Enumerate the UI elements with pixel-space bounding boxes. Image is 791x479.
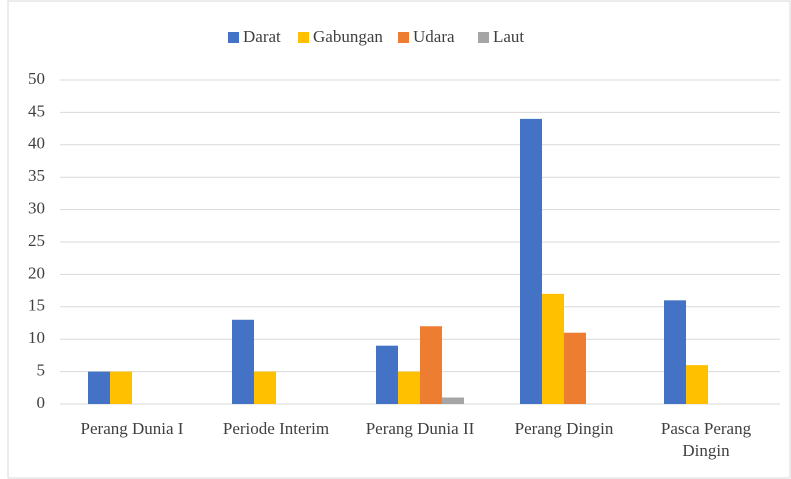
bar bbox=[442, 397, 464, 404]
legend-label: Darat bbox=[243, 27, 281, 46]
bar bbox=[398, 371, 420, 404]
y-tick-label: 35 bbox=[28, 166, 45, 185]
legend-label: Gabungan bbox=[313, 27, 383, 46]
bar bbox=[520, 118, 542, 404]
bar bbox=[88, 371, 110, 404]
legend-swatch bbox=[398, 32, 409, 43]
x-tick-label: Perang Dunia II bbox=[365, 419, 475, 438]
x-tick-label: Periode Interim bbox=[222, 419, 330, 438]
legend-swatch bbox=[478, 32, 489, 43]
x-tick-label: Perang Dunia I bbox=[80, 419, 184, 438]
bar bbox=[664, 300, 686, 404]
bar bbox=[110, 371, 132, 404]
chart-frame bbox=[7, 0, 791, 479]
x-tick-label: Pasca Perang Dingin bbox=[660, 419, 752, 460]
bar bbox=[686, 365, 708, 404]
y-tick-label: 40 bbox=[28, 134, 45, 153]
legend-label: Laut bbox=[493, 27, 524, 46]
y-tick-label: 5 bbox=[37, 361, 46, 380]
y-tick-label: 50 bbox=[28, 69, 45, 88]
x-tick-label: Perang Dingin bbox=[514, 419, 614, 438]
bar bbox=[254, 371, 276, 404]
y-tick-label: 15 bbox=[28, 296, 45, 315]
y-tick-label: 30 bbox=[28, 199, 45, 218]
y-tick-label: 45 bbox=[28, 101, 45, 120]
legend-label: Udara bbox=[413, 27, 455, 46]
y-tick-label: 20 bbox=[28, 263, 45, 282]
bar bbox=[542, 293, 564, 404]
y-tick-label: 25 bbox=[28, 231, 45, 250]
legend-swatch bbox=[228, 32, 239, 43]
y-tick-label: 0 bbox=[37, 393, 46, 412]
y-tick-label: 10 bbox=[28, 328, 45, 347]
legend-swatch bbox=[298, 32, 309, 43]
bar bbox=[420, 326, 442, 404]
bar bbox=[232, 319, 254, 404]
bar bbox=[376, 345, 398, 404]
bar bbox=[564, 332, 586, 404]
